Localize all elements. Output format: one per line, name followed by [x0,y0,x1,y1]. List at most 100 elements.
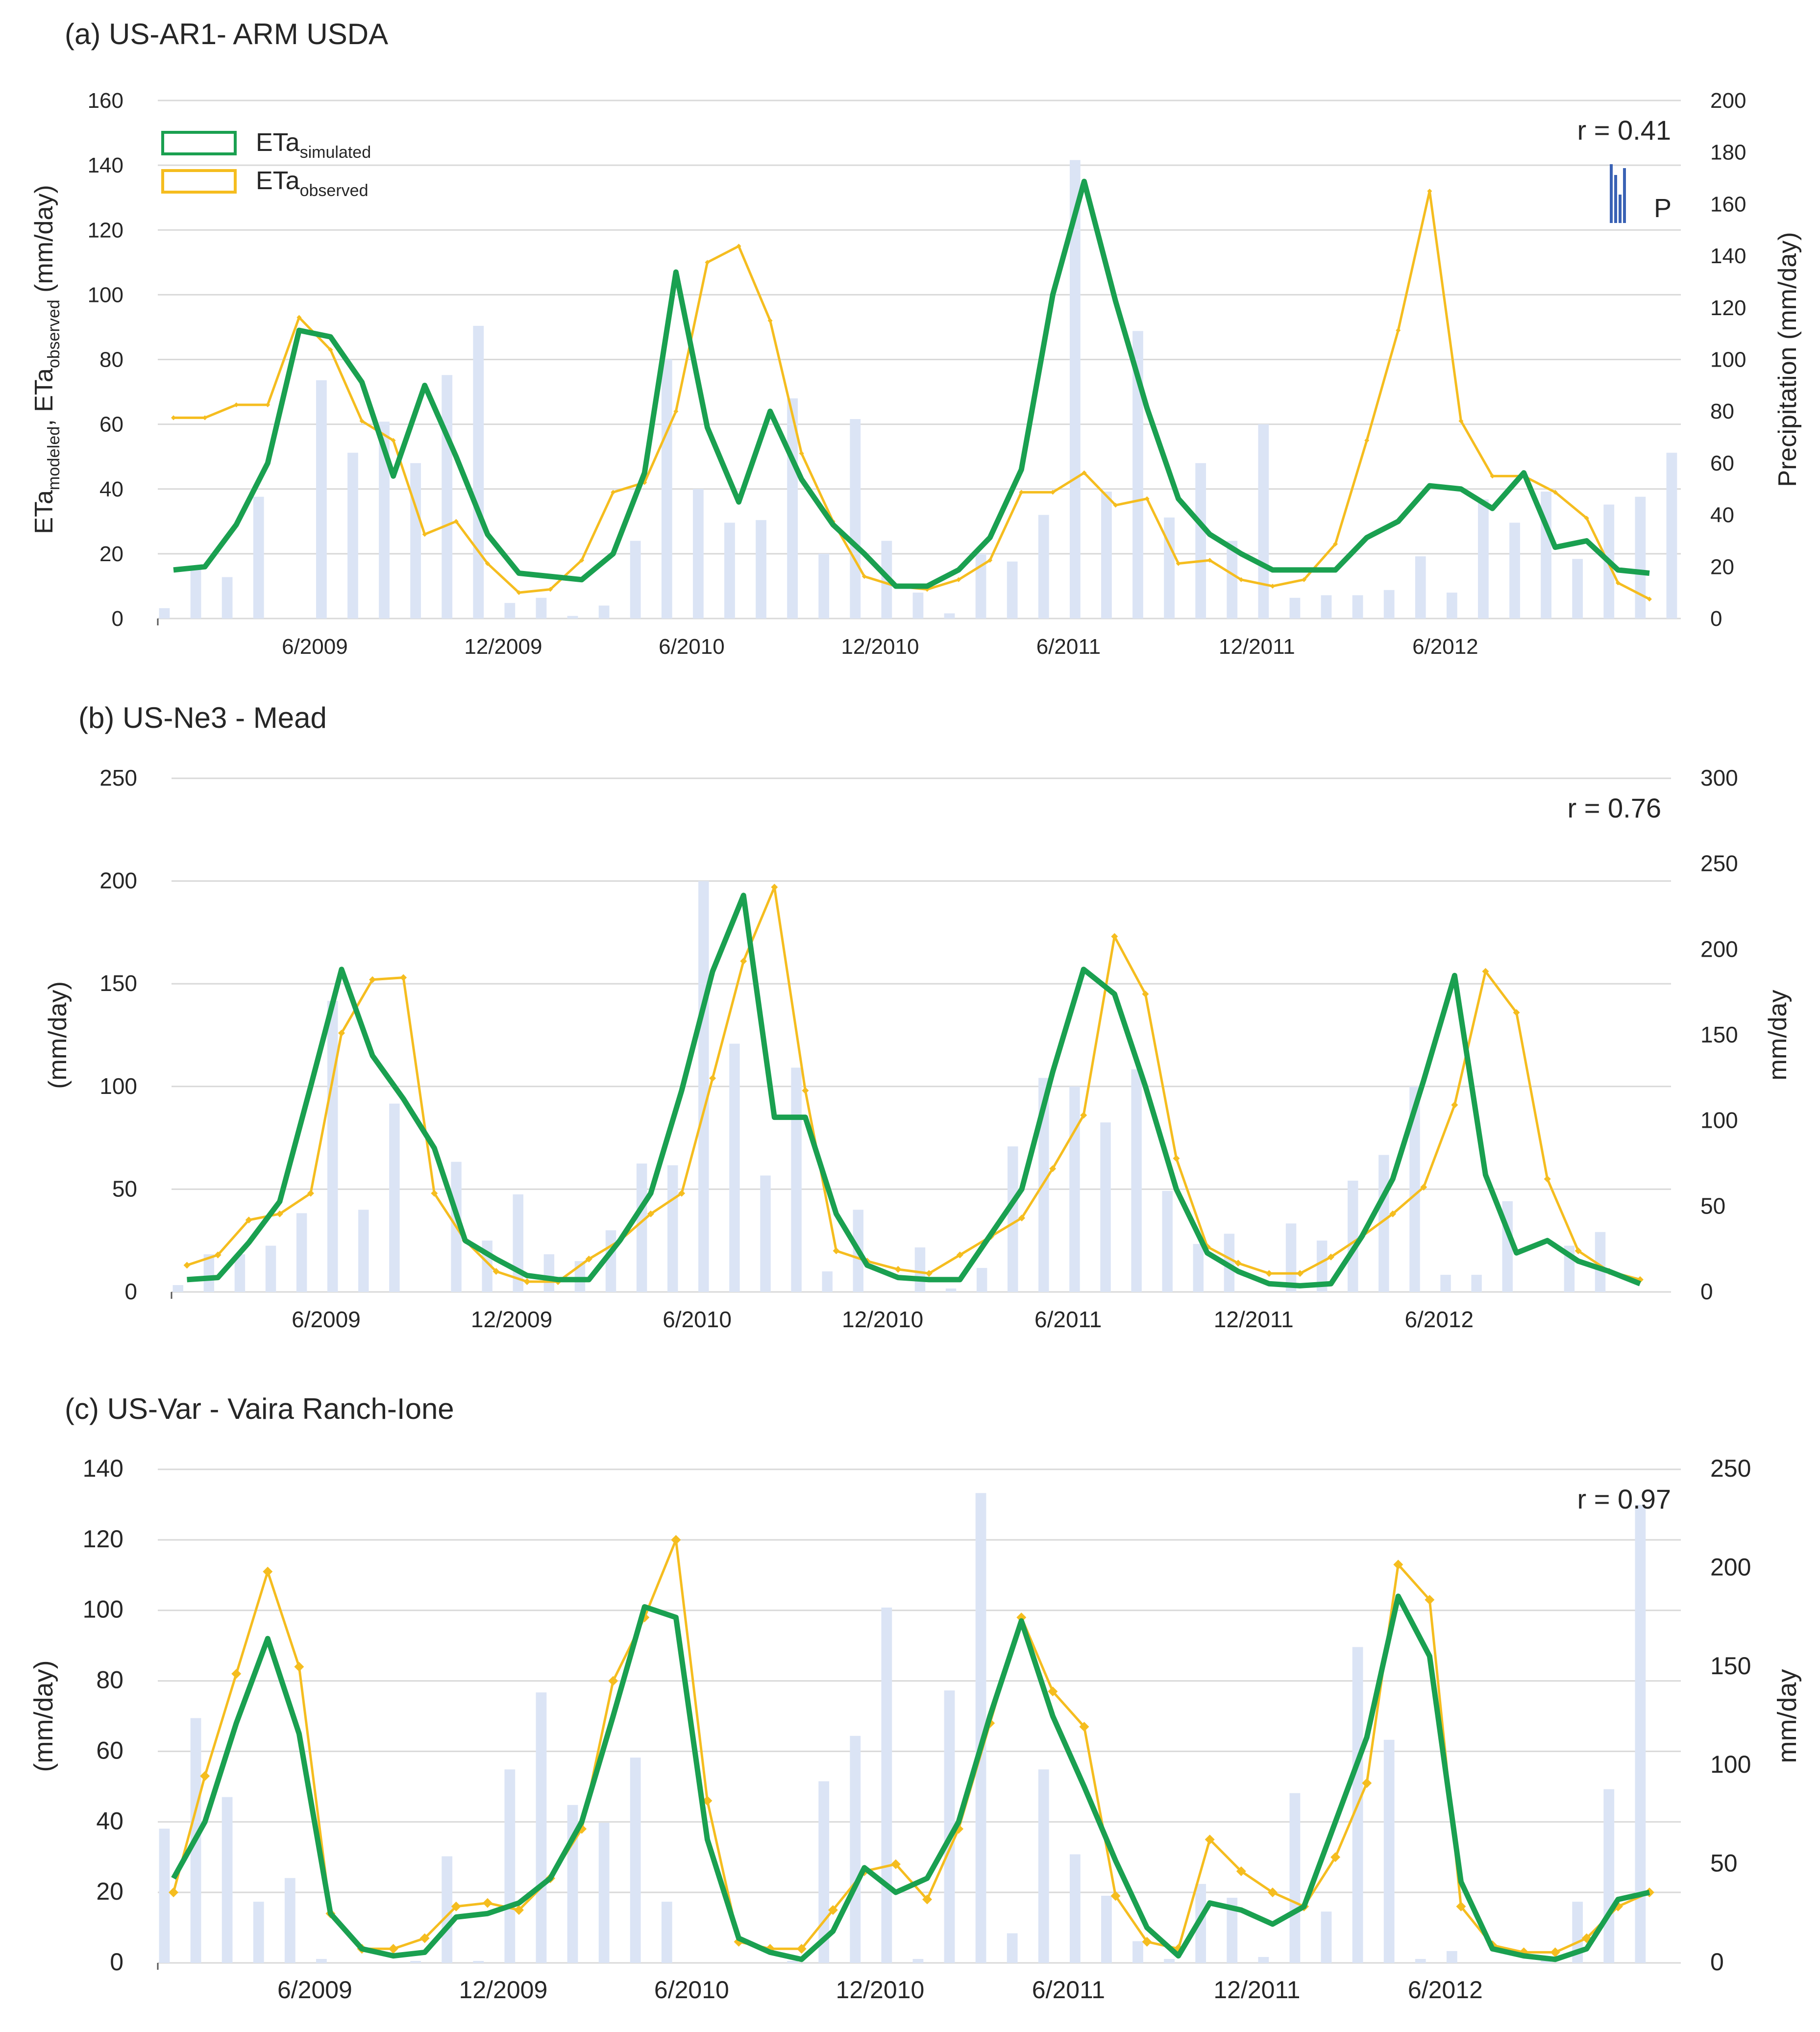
observed-point [828,1905,838,1915]
y2-tick-label: 50 [1700,1193,1725,1218]
precip-bar [1101,1896,1112,1963]
precip-bar [698,881,709,1292]
observed-point [265,402,271,407]
observed-point [183,1262,191,1269]
precip-bar [1348,1180,1358,1292]
precip-bar [1440,1275,1451,1292]
observed-point [1574,1247,1582,1255]
precip-bar [1069,1086,1080,1292]
observed-point [673,409,679,414]
observed-point [833,1247,840,1255]
precip-bar [975,553,986,619]
y2-tick-label: 20 [1710,555,1734,579]
observed-point [516,590,521,595]
x-tick-label: 12/2009 [464,635,542,659]
observed-point [1302,577,1307,582]
precip-bar [1069,1854,1081,1963]
simulated-line [171,1593,1650,1962]
y-label-part: (mm/day) [30,185,58,299]
precip-bar [1321,595,1332,619]
observed-point [294,1661,304,1672]
observed-line [173,190,1650,600]
precip-bar [1227,541,1238,619]
observed-point [1176,561,1181,566]
observed-point [802,1087,809,1094]
precip-bar [756,520,766,619]
precip-bar [850,419,861,619]
observed-point [1451,1101,1458,1109]
observed-point [894,1265,902,1273]
observed-point [1425,1595,1435,1605]
precip-bar [1478,499,1489,619]
precip-bar [253,1902,264,1963]
precip-bar [636,1164,647,1292]
x-tick-label: 6/2010 [663,1307,732,1332]
precip-bar [850,1735,861,1963]
precip-bar [172,1285,183,1292]
precip-bar [1007,1933,1018,1963]
legend-precip-icon [1623,168,1626,223]
legend-precip-icon [1614,175,1617,223]
observed-point [1018,1214,1026,1222]
precip-bar [1131,1069,1142,1292]
precip-bar [442,1856,453,1963]
panel-title: (b) US-Ne3 - Mead [78,701,327,734]
panel-2: (b) US-Ne3 - Mead 0 50 100 150 200 250 0 50 100 15… [44,701,1792,1332]
precip-bar [473,1960,484,1963]
observed-point [611,490,616,495]
precip-bar [760,1175,771,1292]
observed-point [485,561,490,566]
precip-bar [1409,1086,1420,1292]
observed-point [419,1933,430,1943]
observed-point [1330,1852,1341,1862]
observed-point [1236,1866,1246,1876]
precip-bar [1101,492,1112,619]
observed-point [514,1905,524,1915]
precip-bar [358,1210,369,1292]
observed-point [647,1210,654,1217]
observed-point [925,1270,933,1277]
precip-bar [1572,1902,1583,1963]
precip-bar [1509,522,1520,619]
precip-bar [945,1289,957,1292]
precip-bar [504,603,516,619]
observed-point [771,884,778,891]
observed-line [172,1538,1650,1954]
precip-bar [1100,1122,1111,1292]
precip-bar [1258,1957,1269,1963]
precip-bar [944,1690,955,1963]
y-tick-label: 160 [88,89,123,113]
y2-axis-label: mm/day [1764,990,1792,1081]
y-tick-label: 50 [112,1176,137,1201]
observed-point [799,451,804,456]
precip-bar [410,1960,421,1963]
observed-point [338,1029,345,1037]
y-tick-label: 60 [96,1736,123,1764]
y-tick-label: 120 [83,1525,123,1553]
simulated-line [173,178,1650,589]
y2-tick-label: 300 [1700,765,1738,791]
precip-bar [1007,561,1018,619]
observed-point [263,1566,273,1577]
y2-tick-label: 200 [1710,1553,1751,1581]
y2-tick-label: 100 [1710,348,1746,372]
legend-observed-swatch [161,169,237,194]
observed-point [1364,438,1370,443]
y2-tick-label: 150 [1710,1652,1751,1680]
observed-point [1238,577,1244,582]
observed-point [391,438,396,443]
precip-bar [1227,1898,1238,1963]
y2-tick-label: 80 [1710,399,1734,423]
x-tick-label: 12/2010 [842,1307,923,1332]
precip-bar [1069,160,1081,619]
precip-bar [1193,1244,1204,1292]
precip-bar [1446,1951,1457,1963]
legend-observed-label: ETaobserved [256,167,368,200]
precip-bar [630,541,641,619]
observed-point [1080,1112,1087,1119]
precip-bar [976,1268,987,1292]
x-tick-label: 6/2009 [282,635,348,659]
precip-bar [473,325,484,619]
precip-bar [912,593,924,619]
observed-point [1049,1165,1057,1172]
